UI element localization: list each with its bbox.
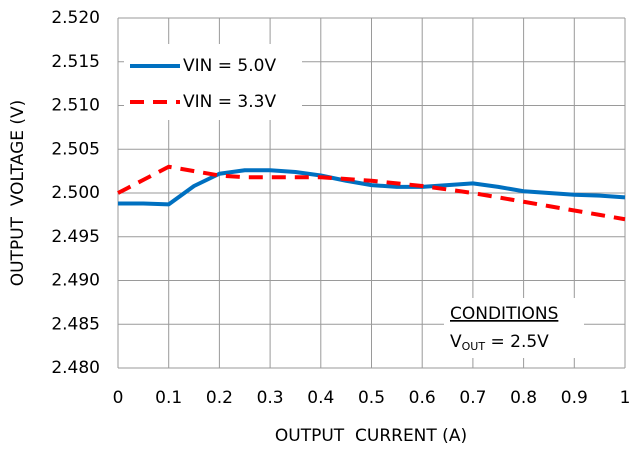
x-tick-label: 0.6: [409, 388, 436, 408]
x-tick-label: 0.3: [257, 388, 284, 408]
legend: VIN = 5.0V VIN = 3.3V: [124, 44, 302, 120]
legend-label: VIN = 5.0V: [183, 56, 276, 76]
series-line: [117, 164, 626, 222]
y-tick-label: 2.520: [51, 8, 100, 28]
x-tick-label: 1: [620, 388, 631, 408]
annotation-text: VOUT = 2.5V: [450, 332, 549, 353]
x-tick-label: 0.8: [510, 388, 537, 408]
y-tick-label: 2.515: [51, 52, 100, 72]
annotation-symbol: V: [450, 332, 462, 352]
legend-label: VIN = 3.3V: [183, 92, 276, 112]
x-tick-label: 0.5: [358, 388, 385, 408]
series-line: [118, 168, 626, 207]
annotation-heading: CONDITIONS: [450, 304, 558, 324]
y-tick-label: 2.495: [51, 227, 100, 247]
y-axis-label: OUTPUT VOLTAGE (V): [8, 100, 28, 287]
x-tick-label: 0.4: [307, 388, 334, 408]
x-axis-label: OUTPUT CURRENT (A): [275, 426, 467, 446]
y-tick-label: 2.505: [51, 139, 100, 159]
x-tick-label: 0.9: [561, 388, 588, 408]
x-tick-label: 0.1: [155, 388, 182, 408]
x-tick-label: 0.2: [206, 388, 233, 408]
x-tick-label: 0.7: [459, 388, 486, 408]
y-tick-label: 2.485: [51, 314, 100, 334]
y-tick-label: 2.510: [51, 96, 100, 116]
y-tick-label: 2.500: [51, 183, 100, 203]
y-tick-label: 2.490: [51, 271, 100, 291]
annotation-subscript: OUT: [462, 340, 486, 353]
annotation-box: [444, 298, 584, 358]
annotation-value: = 2.5V: [485, 332, 549, 352]
y-tick-label: 2.480: [51, 358, 100, 378]
annotation: CONDITIONS VOUT = 2.5V: [444, 298, 584, 358]
legend-box: [124, 44, 302, 120]
x-tick-label: 0: [113, 388, 124, 408]
